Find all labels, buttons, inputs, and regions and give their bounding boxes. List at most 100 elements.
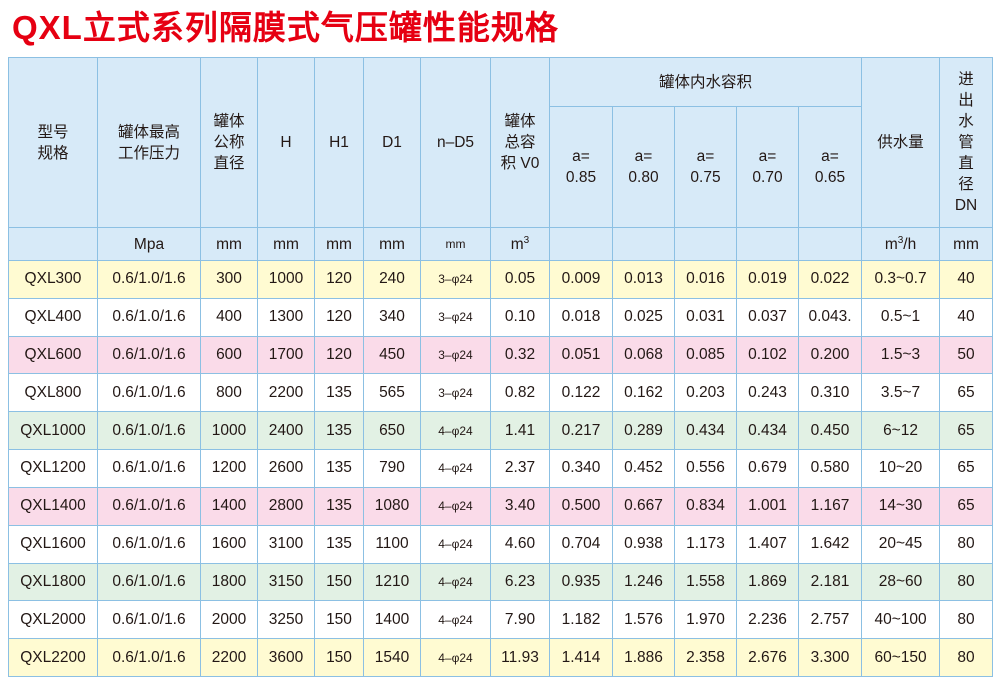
cell-h1: 135	[314, 373, 364, 413]
cell-h: 2400	[257, 411, 315, 451]
cell-h: 2200	[257, 373, 315, 413]
cell-volume: 11.93	[490, 638, 550, 677]
cell-nd5: 4–φ24	[420, 562, 491, 602]
unit-supply: m3/h	[861, 227, 941, 261]
cell-d1: 1400	[363, 600, 421, 640]
page-title: QXL立式系列隔膜式气压罐性能规格	[12, 9, 559, 46]
unit-a-065-empty	[797, 227, 863, 261]
cell-pressure: 0.6/1.0/1.6	[97, 449, 201, 488]
cell-pressure: 0.6/1.0/1.6	[97, 600, 201, 640]
cell-diameter: 1400	[200, 486, 258, 526]
cell-a-065: 0.022	[797, 260, 863, 299]
cell-a-075: 1.970	[674, 600, 737, 640]
cell-volume: 2.37	[490, 449, 550, 488]
unit-dn: mm	[939, 227, 994, 261]
cell-dn: 65	[939, 411, 994, 451]
cell-a-075: 0.834	[674, 486, 737, 526]
header-h: H	[257, 57, 315, 228]
cell-a-070: 1.001	[736, 486, 799, 526]
table-row: QXL1400 0.6/1.0/1.6 1400 2800 135 1080 4–φ24 3.…	[8, 486, 994, 526]
unit-volume: m3	[490, 227, 550, 261]
cell-pressure: 0.6/1.0/1.6	[97, 260, 201, 299]
table-row: QXL1200 0.6/1.0/1.6 1200 2600 135 790 4–φ24 2.3…	[8, 449, 994, 488]
cell-d1: 565	[363, 373, 421, 413]
cell-a-070: 2.236	[736, 600, 799, 640]
cell-nd5: 3–φ24	[420, 373, 491, 413]
header-a-070: a= 0.70	[736, 106, 799, 228]
cell-h1: 120	[314, 260, 364, 299]
cell-diameter: 1600	[200, 524, 258, 564]
cell-d1: 1100	[363, 524, 421, 564]
cell-a-085: 0.009	[549, 260, 613, 299]
cell-a-080: 1.246	[612, 562, 675, 602]
header-dn: 进 出 水 管 直 径 DN	[939, 57, 994, 228]
cell-dn: 65	[939, 486, 994, 526]
cell-dn: 80	[939, 562, 994, 602]
cell-supply: 10~20	[861, 449, 941, 488]
cell-a-080: 0.289	[612, 411, 675, 451]
cell-h1: 120	[314, 297, 364, 337]
table-row: QXL400 0.6/1.0/1.6 400 1300 120 340 3–φ24 0.10 0…	[8, 297, 994, 337]
header-nd5: n–D5	[420, 57, 491, 228]
header-volume: 罐体 总容 积 V0	[490, 57, 550, 228]
cell-model: QXL2200	[8, 638, 98, 677]
unit-a-085-empty	[549, 227, 613, 261]
cell-supply: 0.5~1	[861, 297, 941, 337]
cell-model: QXL600	[8, 335, 98, 375]
cell-nd5: 4–φ24	[420, 486, 491, 526]
cell-pressure: 0.6/1.0/1.6	[97, 524, 201, 564]
cell-a-075: 0.031	[674, 297, 737, 337]
cell-h: 2600	[257, 449, 315, 488]
cell-a-075: 2.358	[674, 638, 737, 677]
unit-model-empty	[8, 227, 98, 261]
cell-model: QXL2000	[8, 600, 98, 640]
table-row: QXL2200 0.6/1.0/1.6 2200 3600 150 1540 4–φ24 11…	[8, 638, 994, 677]
cell-d1: 1080	[363, 486, 421, 526]
cell-dn: 50	[939, 335, 994, 375]
header-d1: D1	[363, 57, 421, 228]
cell-model: QXL1400	[8, 486, 98, 526]
cell-a-065: 1.642	[797, 524, 863, 564]
cell-a-080: 0.452	[612, 449, 675, 488]
cell-volume: 7.90	[490, 600, 550, 640]
unit-volume-sup: 3	[523, 234, 530, 246]
cell-nd5: 4–φ24	[420, 411, 491, 451]
header-diameter: 罐体 公称 直径	[200, 57, 258, 228]
header-h1: H1	[314, 57, 364, 228]
cell-diameter: 2200	[200, 638, 258, 677]
table-row: QXL1800 0.6/1.0/1.6 1800 3150 150 1210 4–φ24 6.…	[8, 562, 994, 602]
cell-supply: 0.3~0.7	[861, 260, 941, 299]
cell-d1: 340	[363, 297, 421, 337]
cell-a-070: 0.434	[736, 411, 799, 451]
cell-d1: 1210	[363, 562, 421, 602]
cell-d1: 650	[363, 411, 421, 451]
cell-pressure: 0.6/1.0/1.6	[97, 638, 201, 677]
cell-a-080: 0.025	[612, 297, 675, 337]
cell-dn: 80	[939, 600, 994, 640]
cell-pressure: 0.6/1.0/1.6	[97, 335, 201, 375]
unit-pressure: Mpa	[97, 227, 201, 261]
cell-a-065: 0.200	[797, 335, 863, 375]
cell-diameter: 1800	[200, 562, 258, 602]
cell-a-070: 0.019	[736, 260, 799, 299]
cell-diameter: 1000	[200, 411, 258, 451]
cell-a-080: 1.576	[612, 600, 675, 640]
cell-h: 1700	[257, 335, 315, 375]
table-row: QXL600 0.6/1.0/1.6 600 1700 120 450 3–φ24 0.32 0…	[8, 335, 994, 375]
unit-volume-base: m	[510, 235, 524, 253]
cell-nd5: 4–φ24	[420, 449, 491, 488]
unit-supply-base: m	[884, 235, 898, 253]
cell-d1: 450	[363, 335, 421, 375]
unit-a-075-empty	[674, 227, 737, 261]
cell-a-065: 2.757	[797, 600, 863, 640]
cell-model: QXL1200	[8, 449, 98, 488]
cell-a-070: 0.102	[736, 335, 799, 375]
cell-supply: 60~150	[861, 638, 941, 677]
cell-supply: 14~30	[861, 486, 941, 526]
unit-a-080-empty	[612, 227, 675, 261]
cell-a-085: 0.340	[549, 449, 613, 488]
cell-volume: 0.82	[490, 373, 550, 413]
cell-dn: 40	[939, 260, 994, 299]
table-row: QXL800 0.6/1.0/1.6 800 2200 135 565 3–φ24 0.82 0…	[8, 373, 994, 413]
cell-a-075: 1.558	[674, 562, 737, 602]
